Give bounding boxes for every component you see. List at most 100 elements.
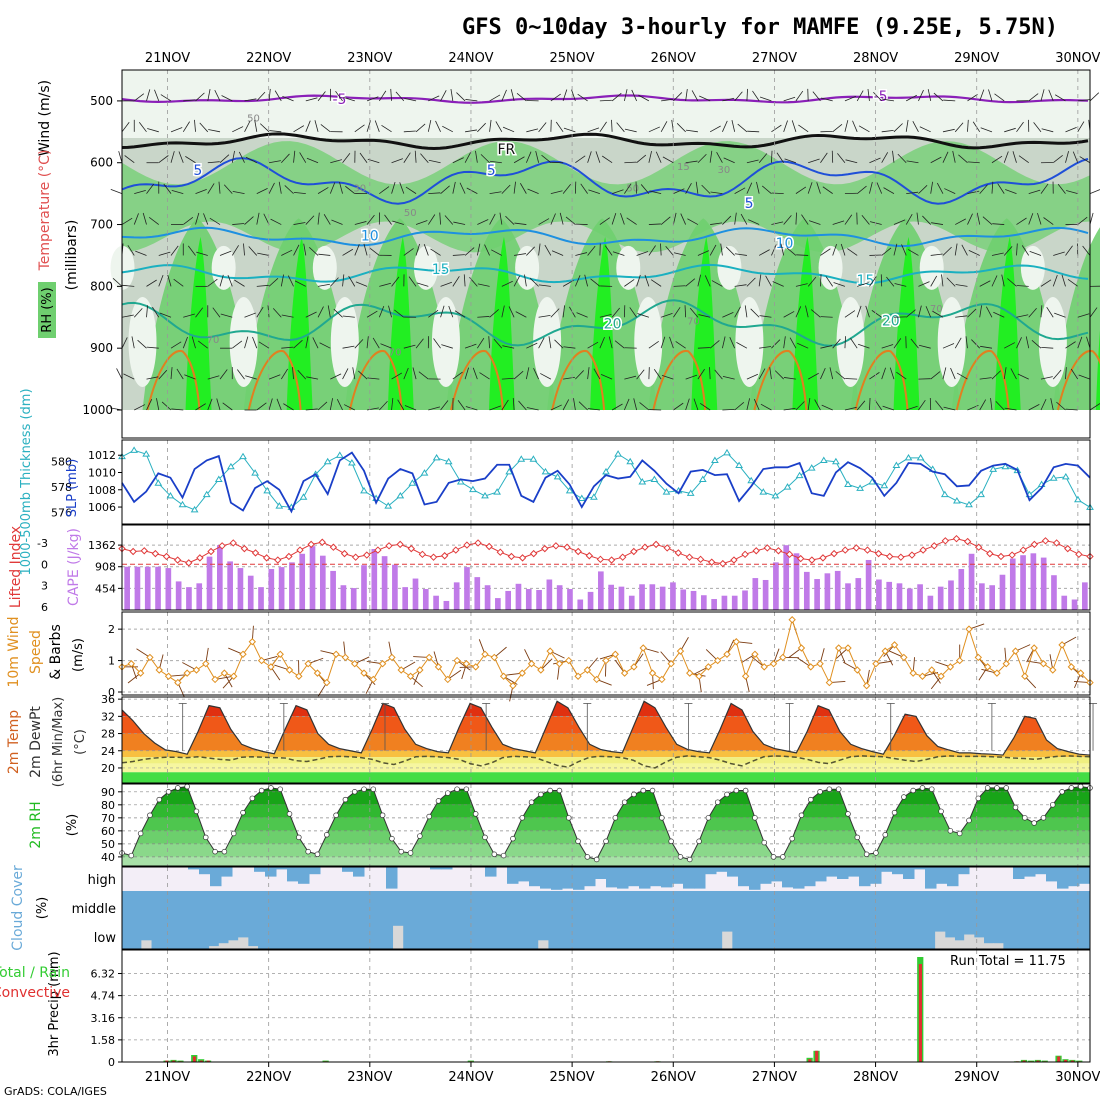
cape-bar: [598, 571, 604, 610]
thickness-point: [916, 453, 925, 461]
wind10m-point: [900, 653, 908, 662]
wind-barb: [874, 399, 883, 411]
wind-barb: [391, 158, 403, 164]
wind-barb: [440, 305, 445, 318]
wind-barb: [1037, 212, 1042, 225]
wind-barb: [575, 370, 584, 380]
wind-barb: [452, 276, 460, 287]
wind-barb: [637, 313, 650, 318]
wind-barb: [808, 158, 820, 164]
rh-point: [137, 830, 144, 837]
wind-barb: [881, 129, 894, 133]
bottom-date-label: 22NOV: [246, 1070, 291, 1085]
wind10m-barb: [410, 675, 423, 688]
rh-point: [305, 848, 311, 855]
wind-barb: [807, 182, 813, 194]
thickness-point: [904, 453, 913, 461]
wind-barb: [489, 309, 499, 318]
wind-barb: [916, 212, 919, 225]
wind-barb: [510, 89, 515, 102]
rh-contour-label: 30: [717, 165, 730, 176]
pressure-axis-label: (millibars): [64, 220, 80, 291]
thickness-axis-label: 1000-500mb Thickness (dm): [19, 388, 34, 575]
wind-barb: [982, 216, 993, 225]
cloud-high-bar: [342, 867, 354, 872]
cloud-high-bar: [562, 867, 574, 889]
li-point: [173, 556, 182, 564]
wind10m-point: [686, 669, 694, 677]
cape-bar: [422, 589, 429, 610]
wind-barb: [1016, 121, 1024, 133]
cape-bar: [639, 584, 645, 610]
li-point: [596, 555, 605, 564]
wind-barb: [571, 89, 576, 102]
cape-bar: [1071, 599, 1078, 610]
wind-barb: [513, 370, 524, 380]
wind10m-point: [741, 672, 750, 680]
wind-barb: [820, 248, 831, 256]
cloud-high-bar: [738, 867, 750, 887]
pressure-tick-label: 700: [90, 218, 113, 232]
wind-barb: [268, 182, 275, 194]
wind-barb: [319, 342, 331, 349]
rh-point: [845, 811, 851, 817]
wind-barb: [183, 99, 196, 102]
li-point: [641, 543, 649, 551]
wind-barb: [342, 368, 349, 380]
cloud-high-bar: [672, 867, 684, 884]
rh-point: [863, 851, 870, 858]
wind-barb: [1016, 314, 1029, 318]
wind-barb: [348, 275, 356, 287]
wind10m-point: [509, 682, 517, 690]
wind-barb: [845, 378, 858, 380]
thickness-point: [832, 457, 840, 465]
wind-barb: [501, 399, 509, 411]
wind-barb: [219, 154, 230, 164]
wind-barb: [725, 246, 735, 256]
wind-barb: [563, 376, 576, 380]
wind-barb: [896, 371, 907, 380]
wind-barb: [649, 190, 662, 195]
li-point: [151, 549, 160, 558]
wind10m-point: [751, 650, 759, 658]
wind-barb: [876, 182, 883, 194]
wind-barb: [454, 310, 466, 318]
cloud-panel: [122, 867, 1091, 949]
wind10m-point: [928, 666, 936, 674]
cape-tick-label: 908: [95, 561, 116, 574]
wind-barb: [783, 311, 795, 318]
wind-barb: [1077, 216, 1088, 225]
wind-barb: [673, 252, 686, 256]
wind-barb: [685, 182, 692, 194]
wind-barb: [599, 313, 612, 318]
cloud-high-bar: [430, 867, 442, 870]
wind-barb: [433, 338, 441, 349]
wind-barb: [936, 182, 944, 194]
rh-tick-label: 70: [101, 812, 115, 825]
wind-barb: [183, 217, 194, 225]
wind-barb: [374, 120, 380, 132]
wind-barb: [829, 367, 834, 380]
li-point: [529, 549, 538, 558]
wind10m-point: [527, 660, 536, 668]
wind-barb: [420, 153, 429, 163]
cloud-high-bar: [892, 867, 904, 875]
wind-barb: [997, 183, 1005, 194]
rh-point: [984, 785, 991, 791]
isotherm-25: [652, 350, 707, 411]
cloud-level-label: high: [88, 873, 116, 888]
wind-barb: [882, 405, 895, 411]
thickness-point: [505, 467, 514, 475]
rh-point: [221, 848, 228, 855]
pressure-tick-label: 800: [90, 279, 113, 293]
wind-barb: [318, 253, 331, 256]
rh-point: [677, 854, 684, 860]
wind10m-point: [1067, 663, 1076, 671]
wind-barb: [299, 152, 307, 163]
rh-point: [640, 787, 646, 794]
wind-barb: [624, 375, 637, 380]
wind-barb: [697, 153, 707, 164]
wind-barb: [244, 98, 257, 102]
wind-barb: [305, 336, 309, 349]
wind-barb: [1016, 285, 1029, 287]
